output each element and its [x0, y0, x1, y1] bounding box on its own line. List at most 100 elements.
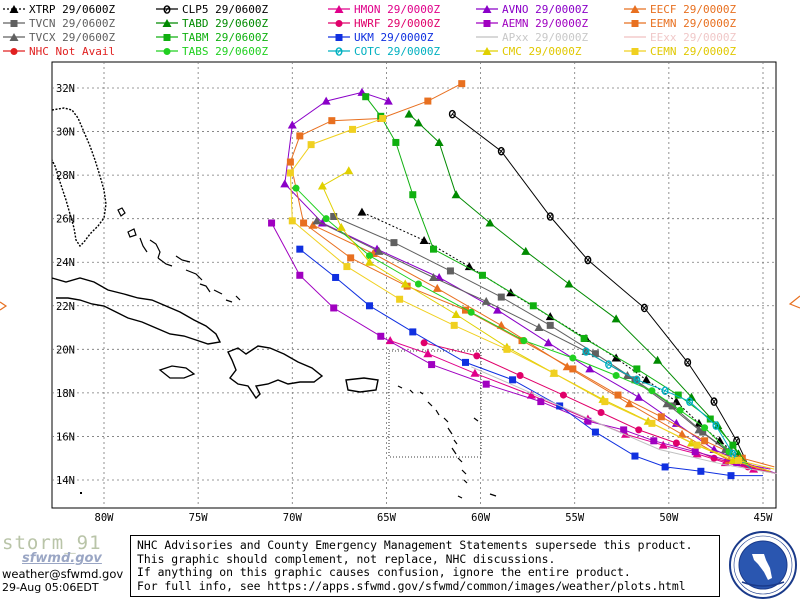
issue-timestamp: 29-Aug 05:06EDT	[2, 581, 99, 594]
legend-entry: XTRP 29/0600Z	[2, 2, 115, 16]
track-line	[585, 351, 753, 470]
model-track	[286, 80, 775, 468]
south-islands	[80, 492, 82, 494]
legend-entry: CMC 29/0000Z	[475, 44, 581, 58]
legend-swatch	[476, 36, 498, 38]
track-point	[509, 376, 517, 384]
track-line	[333, 216, 749, 466]
disclaimer-line: If anything on this graphic causes confu…	[137, 565, 631, 579]
track-point	[521, 246, 531, 255]
bahamas-islands	[117, 207, 241, 303]
legend-entry: EECF 29/0000Z	[623, 2, 736, 16]
track-point	[584, 255, 592, 265]
legend-label: AEMN 29/0000Z	[502, 16, 589, 30]
track-point	[550, 369, 558, 377]
track-point	[296, 245, 304, 253]
track-point	[612, 371, 620, 379]
track-point	[686, 392, 696, 401]
track-point	[448, 109, 456, 119]
track-point	[503, 345, 511, 353]
lon-tick-label: 45W	[754, 512, 774, 524]
lon-tick-label: 75W	[189, 512, 209, 524]
model-track	[330, 212, 749, 466]
legend-swatch	[624, 5, 646, 13]
model-track	[280, 87, 777, 474]
legend-swatch	[3, 48, 25, 55]
legend-entry: HWRF 29/0000Z	[327, 16, 440, 30]
legend-entry: CLP5 29/0600Z	[155, 2, 268, 16]
lon-tick-label: 60W	[471, 512, 491, 524]
track-point	[640, 303, 648, 313]
legend-label: TABD 29/0600Z	[182, 16, 269, 30]
track-point	[633, 365, 641, 373]
track-point	[362, 93, 370, 101]
track-line	[470, 366, 777, 474]
track-point	[423, 349, 433, 358]
hispaniola-coastline	[227, 345, 324, 400]
track-point	[268, 219, 276, 227]
track-point	[582, 347, 590, 356]
disclaimer-line: NHC Advisories and County Emergency Mana…	[137, 538, 693, 552]
track-point	[605, 360, 613, 369]
track-point	[569, 354, 577, 362]
disclaimer-line[interactable]: For full info, see https://apps.sfwmd.go…	[137, 578, 686, 593]
track-point	[597, 408, 605, 416]
legend-swatch	[3, 20, 25, 27]
track-point	[686, 397, 694, 406]
track-point	[601, 398, 609, 406]
left-edge-arrow	[0, 301, 8, 311]
track-point	[296, 271, 304, 279]
track-point	[516, 371, 524, 379]
legend-swatch	[156, 19, 178, 27]
track-point	[564, 279, 574, 288]
legend-entry: AVNO 29/0000Z	[475, 2, 588, 16]
track-point	[481, 296, 491, 305]
track-point	[462, 306, 470, 314]
track-point	[543, 338, 553, 347]
track-point	[286, 169, 294, 177]
track-point	[631, 376, 639, 384]
track-point	[317, 181, 327, 190]
track-point	[424, 97, 432, 105]
storm-name: storm_91	[2, 532, 102, 554]
track-point	[661, 386, 669, 396]
track-point	[662, 399, 672, 408]
contact-email[interactable]: weather@sfwmd.gov	[2, 567, 124, 581]
legend-marker	[631, 20, 639, 27]
track-line	[361, 211, 749, 466]
model-track	[582, 347, 753, 470]
track-point	[450, 321, 458, 329]
track-line	[289, 118, 775, 470]
legend-label: TVCX 29/0600Z	[29, 30, 116, 44]
track-line	[299, 248, 763, 477]
legend-label: TVCN 29/0600Z	[29, 16, 116, 30]
track-point	[701, 437, 709, 445]
disclaimer-box: NHC Advisories and County Emergency Mana…	[130, 535, 720, 597]
track-line	[284, 91, 777, 474]
track-point	[430, 245, 437, 253]
track-point	[332, 273, 340, 281]
track-point	[478, 271, 486, 279]
legend-label: XTRP 29/0600Z	[29, 2, 116, 16]
track-point	[308, 220, 318, 229]
track-point	[390, 239, 398, 247]
legend-swatch	[3, 33, 25, 41]
legend-marker	[334, 5, 344, 13]
model-track	[292, 184, 749, 466]
model-legend: XTRP 29/0600Z CLP5 29/0600Z HMON 29/0000Z A…	[0, 0, 800, 58]
track-point	[493, 305, 503, 314]
model-tracks	[268, 80, 777, 480]
track-point	[497, 293, 505, 301]
legend-marker	[9, 33, 19, 41]
track-point	[735, 456, 743, 464]
track-point	[713, 421, 723, 430]
track-point	[677, 429, 687, 438]
lon-tick-label: 70W	[283, 512, 303, 524]
legend-entry: HMON 29/0000Z	[327, 2, 440, 16]
track-point	[485, 218, 495, 227]
lon-tick-label: 50W	[659, 512, 679, 524]
track-point	[653, 355, 663, 364]
legend-swatch	[156, 48, 178, 55]
